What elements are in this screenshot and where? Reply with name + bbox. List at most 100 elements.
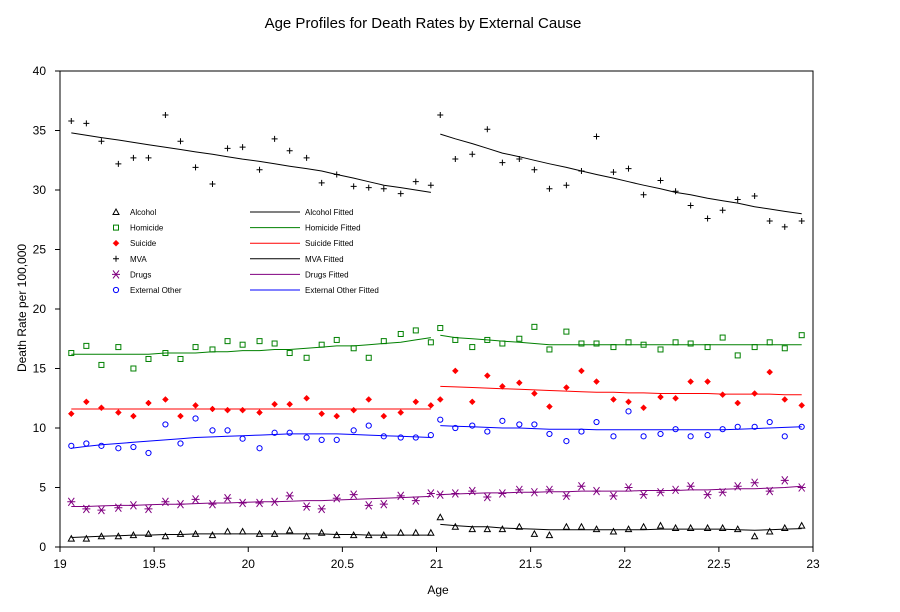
external-other-point-shape <box>303 434 310 441</box>
mva-point-shape <box>610 169 617 176</box>
homicide-point-shape <box>687 340 694 347</box>
alcohol-point-shape <box>82 534 91 542</box>
y-tick-label: 0 <box>39 540 46 554</box>
mva-point-shape <box>209 181 216 188</box>
drugs-point-shape <box>270 497 279 507</box>
drugs-point-shape <box>114 503 123 513</box>
mva-point <box>239 144 246 151</box>
suicide-point <box>468 398 476 406</box>
drugs-point-shape <box>609 491 618 501</box>
homicide-point <box>239 341 246 348</box>
suicide-point <box>177 412 184 420</box>
drugs-point-shape <box>451 489 460 498</box>
drugs-point <box>285 491 294 501</box>
drugs-point-shape <box>656 487 665 497</box>
homicide-point <box>318 341 325 348</box>
alcohol-point <box>577 522 586 530</box>
alcohol-point <box>592 525 601 533</box>
external-other-point-shape <box>380 433 387 440</box>
mva-point-shape <box>286 147 293 154</box>
y-tick-label: 15 <box>33 362 47 376</box>
alcohol-point-shape <box>317 528 326 536</box>
suicide-point <box>483 372 491 379</box>
external-other-point-shape <box>625 408 632 415</box>
mva-point <box>145 154 152 161</box>
homicide-fitted-line <box>71 337 431 355</box>
homicide-point <box>333 336 340 343</box>
alcohol-point <box>703 523 712 531</box>
external-other-point-shape <box>781 433 788 440</box>
drugs-point-shape <box>733 482 742 491</box>
suicide-point-shape <box>115 409 122 416</box>
external-other-point-shape <box>531 421 538 428</box>
suicide-point-shape <box>625 398 632 406</box>
external-other-point-shape <box>412 434 419 441</box>
suicide-point-shape <box>224 406 231 414</box>
mva-point <box>412 178 419 185</box>
suicide-point <box>98 404 105 412</box>
suicide-point-shape <box>798 402 806 409</box>
drugs-point <box>191 495 200 504</box>
drugs-point-shape <box>97 505 106 515</box>
alcohol-fitted-line <box>440 523 802 531</box>
homicide-point <box>751 344 758 351</box>
mva-point <box>704 215 711 222</box>
mva-point-shape <box>469 151 476 158</box>
suicide-point <box>350 406 358 414</box>
homicide-point-shape <box>499 340 506 347</box>
suicide-point <box>625 398 632 406</box>
drugs-point-shape <box>703 490 712 499</box>
legend-label-suicide: Suicide <box>130 239 157 248</box>
suicide-point-shape <box>192 402 199 409</box>
homicide-point-shape <box>578 340 585 347</box>
mva-point-shape <box>98 138 105 145</box>
alcohol-point <box>515 522 524 530</box>
homicide-point-shape <box>256 338 263 345</box>
external-other-point <box>751 423 758 430</box>
external-other-point <box>224 427 231 434</box>
external-other-point <box>704 432 711 439</box>
homicide-point-shape <box>318 341 325 348</box>
mva-point-shape <box>256 166 263 173</box>
mva-point-shape <box>303 154 310 161</box>
alcohol-point <box>364 531 373 539</box>
drugs-point-shape <box>317 504 326 514</box>
mva-point-shape <box>766 217 773 224</box>
alcohol-point <box>176 529 185 537</box>
external-other-point <box>380 433 387 440</box>
suicide-point-shape <box>719 391 726 399</box>
mva-point-shape <box>192 164 199 171</box>
drugs-point <box>82 504 91 514</box>
homicide-point-shape <box>640 341 647 348</box>
suicide-point <box>67 410 75 418</box>
suicide-point <box>546 403 553 410</box>
mva-point <box>437 112 444 119</box>
homicide-point <box>83 342 90 349</box>
drugs-point <box>483 492 492 502</box>
legend-marker-drugs <box>112 270 120 279</box>
external-other-point <box>239 435 246 442</box>
homicide-point-shape <box>286 350 293 357</box>
drugs-point-shape <box>545 485 554 495</box>
homicide-point-shape <box>350 345 357 352</box>
homicide-point <box>98 361 105 368</box>
drugs-point-shape <box>765 486 774 496</box>
alcohol-point <box>686 523 695 531</box>
suicide-point <box>192 402 199 409</box>
homicide-point <box>256 338 263 345</box>
homicide-point-shape <box>303 354 310 361</box>
mva-point <box>83 120 90 127</box>
external-other-point <box>256 445 263 452</box>
alcohol-point <box>208 531 217 539</box>
drugs-point <box>498 489 507 498</box>
homicide-point-shape <box>412 327 419 334</box>
drugs-point-shape <box>332 493 341 503</box>
drugs-point-shape <box>780 476 789 485</box>
external-other-point-shape <box>657 430 664 438</box>
drugs-point-shape <box>255 498 264 508</box>
alcohol-point-shape <box>703 523 712 531</box>
homicide-point-shape <box>563 328 570 335</box>
alcohol-point-shape <box>562 522 571 530</box>
homicide-point <box>397 330 404 337</box>
homicide-point <box>484 336 491 343</box>
